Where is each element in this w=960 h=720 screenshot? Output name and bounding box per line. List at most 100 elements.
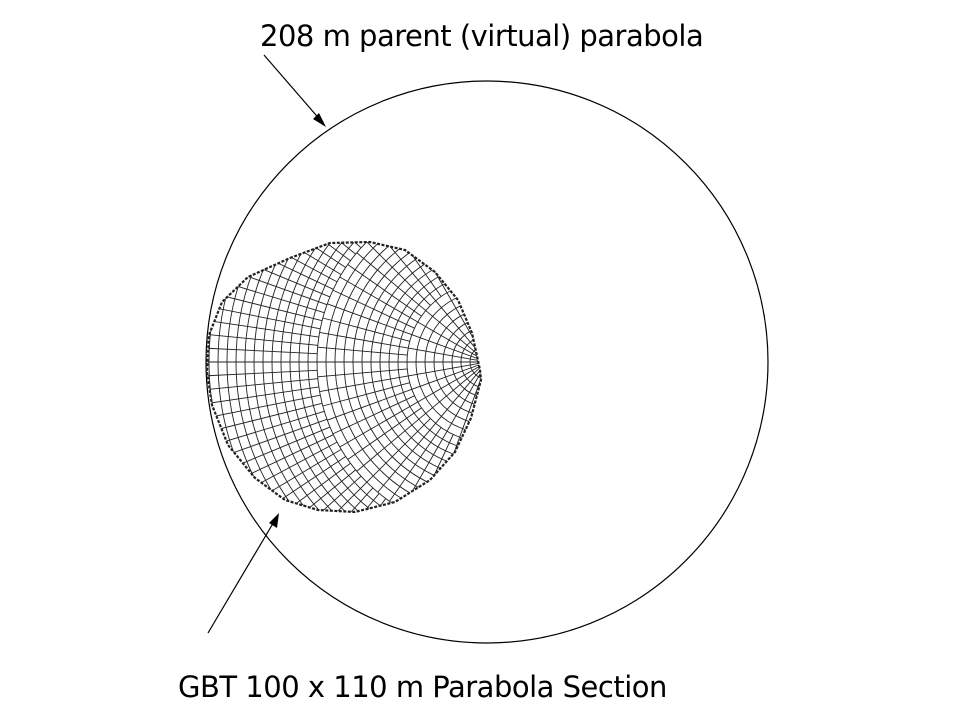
- mesh-radial-line: [492, 366, 549, 414]
- mesh-radial-line: [553, 264, 627, 316]
- mesh-radial-line: [366, 418, 431, 483]
- mesh-radial-line: [285, 487, 374, 512]
- mesh-radial-line: [389, 427, 442, 502]
- mesh-radial-line: [527, 431, 572, 509]
- mesh-radial-line: [332, 289, 415, 329]
- mesh-radial-line: [564, 383, 651, 406]
- mesh-radial-line: [356, 413, 427, 472]
- mesh-radial-line: [207, 378, 318, 392]
- mesh-radial-line: [488, 368, 501, 441]
- mesh-radial-line: [425, 310, 481, 359]
- mesh-radial-line: [317, 346, 408, 356]
- mesh-radial-line: [508, 198, 531, 285]
- mesh-radial-line: [514, 437, 545, 522]
- mesh-radial-line: [457, 242, 474, 284]
- mesh-radial-line: [319, 375, 409, 392]
- parabola-section-label: GBT 100 x 110 m Parabola Section: [178, 670, 667, 704]
- mesh-radial-line: [417, 321, 481, 360]
- mesh-radial-line: [472, 367, 481, 441]
- mesh-radial-line: [264, 475, 362, 512]
- mesh-radial-line: [521, 435, 559, 517]
- parent-parabola-circle: [205, 80, 769, 644]
- mesh-radial-line: [562, 389, 647, 420]
- mesh-radial-line: [411, 363, 481, 390]
- mesh-radial-line: [538, 232, 596, 301]
- mesh-radial-line: [425, 365, 481, 414]
- mesh-radial-line: [408, 347, 481, 362]
- mesh-radial-line: [548, 413, 617, 471]
- mesh-radial-line: [548, 253, 617, 311]
- mesh-radial-line: [356, 252, 427, 311]
- mesh-radial-line: [237, 456, 346, 512]
- mesh-radial-line: [490, 293, 527, 357]
- mesh-radial-line: [322, 382, 410, 407]
- mesh-radial-line: [493, 363, 566, 376]
- mesh-radial-line: [544, 242, 608, 306]
- mesh-radial-line: [492, 311, 549, 359]
- mesh-radial-line: [562, 304, 647, 335]
- mesh-radial-line: [493, 335, 563, 360]
- mesh-radial-line: [553, 408, 627, 460]
- mesh-radial-line: [428, 242, 461, 287]
- mesh-radial-line: [489, 287, 514, 357]
- mesh-radial-line: [339, 401, 418, 448]
- mesh-radial-line: [408, 362, 481, 377]
- mesh-radial-line: [533, 428, 585, 502]
- mesh-radial-line: [493, 364, 563, 389]
- mesh-radial-line: [229, 242, 342, 275]
- mesh-radial-line: [490, 367, 527, 431]
- mesh-radial-line: [471, 242, 481, 283]
- mesh-radial-line: [491, 367, 539, 424]
- mesh-radial-line: [544, 419, 608, 483]
- mesh-radial-line: [493, 348, 566, 361]
- mesh-radial-line: [245, 462, 351, 512]
- mesh-radial-line: [471, 441, 481, 512]
- mesh-radial-line: [327, 388, 412, 421]
- section-arrow: [207, 513, 279, 634]
- mesh-radial-line: [488, 283, 501, 356]
- mesh-radial-line: [566, 332, 655, 348]
- parent-parabola-label: 208 m parent (virtual) parabola: [260, 19, 703, 53]
- mesh-radial-line: [207, 346, 318, 355]
- mesh-radial-line: [414, 242, 454, 290]
- parabola-section-outline: [205, 240, 483, 514]
- mesh-radial-line: [514, 202, 545, 287]
- mesh-radial-line: [494, 442, 502, 532]
- mesh-radial-line: [501, 195, 517, 284]
- mesh-radial-line: [538, 423, 596, 492]
- mesh-radial-line: [492, 322, 556, 359]
- mesh-radial-line: [411, 334, 481, 361]
- mesh-radial-line: [556, 402, 634, 447]
- mesh-radial-line: [317, 368, 408, 378]
- mesh-radial-line: [347, 407, 422, 460]
- mesh-radial-line: [274, 481, 368, 512]
- mesh-radial-line: [417, 364, 481, 403]
- mesh-radial-line: [322, 317, 410, 342]
- mesh-radial-line: [501, 441, 517, 530]
- mesh-radial-line: [521, 208, 559, 290]
- mesh-radial-line: [377, 422, 436, 493]
- mesh-radial-line: [533, 223, 585, 297]
- mesh-radial-line: [435, 366, 481, 424]
- mesh-radial-line: [567, 347, 657, 355]
- mesh-radial-line: [332, 395, 415, 435]
- mesh-radial-line: [556, 277, 634, 322]
- mesh-radial-line: [207, 386, 319, 407]
- mesh-radial-line: [560, 290, 642, 328]
- mesh-radial-line: [339, 276, 418, 323]
- mesh-ring: [478, 353, 481, 371]
- mesh-radial-line: [319, 332, 409, 349]
- parent-arrow: [263, 54, 326, 127]
- mesh-radial-line: [567, 369, 657, 377]
- mesh-radial-line: [560, 396, 642, 434]
- mesh-radial-line: [566, 376, 655, 392]
- mesh-radial-line: [366, 242, 431, 306]
- mesh-radial-line: [489, 368, 514, 438]
- mesh-radial-line: [237, 242, 346, 268]
- mesh-radial-line: [245, 242, 351, 262]
- mesh-radial-line: [492, 365, 556, 402]
- mesh-radial-line: [327, 303, 412, 336]
- mesh-radial-line: [442, 242, 467, 285]
- mesh-radial-line: [207, 369, 318, 378]
